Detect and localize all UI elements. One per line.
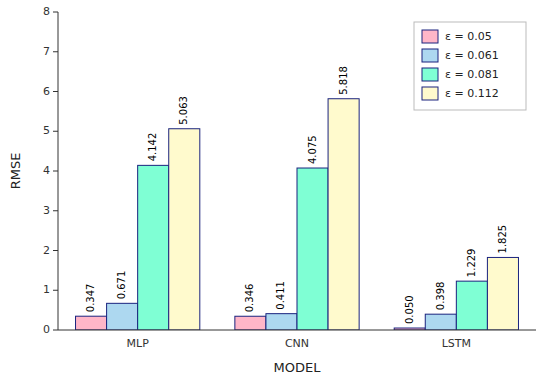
x-tick-label: CNN [285,337,309,350]
data-label: 4.075 [307,135,318,164]
legend-label: ε = 0.112 [445,87,499,100]
x-axis-title: MODEL [274,360,322,375]
data-label: 1.825 [497,225,508,254]
y-axis: 0 1 2 3 4 5 6 7 8 [43,5,58,336]
legend: ε = 0.05 ε = 0.061 ε = 0.081 ε = 0.112 [414,22,526,110]
y-tick-label: 5 [43,124,50,137]
data-label: 0.398 [435,282,446,311]
data-label: 5.063 [178,96,189,125]
x-tick-label: MLP [127,337,150,350]
y-tick-label: 8 [43,5,50,18]
y-tick-label: 6 [43,85,50,98]
bar [266,314,297,330]
legend-label: ε = 0.05 [445,30,492,43]
y-tick-label: 4 [43,164,50,177]
y-tick [53,51,58,52]
legend-label: ε = 0.061 [445,49,499,62]
data-label: 1.229 [466,249,477,278]
bar [138,165,169,330]
legend-swatch [422,30,438,43]
y-axis-line [58,12,59,330]
x-axis-line [58,330,536,331]
bar [297,168,328,330]
data-label: 0.347 [85,284,96,313]
data-label: 0.050 [404,295,415,324]
bar [107,303,138,330]
chart: 0 1 2 3 4 5 6 7 8 0.347 0.346 0.050 0.671 0.411 0.398 4… [0,0,548,382]
y-tick-label: 1 [43,283,50,296]
y-tick [53,91,58,92]
x-tick-label: LSTM [442,337,471,350]
legend-label: ε = 0.081 [445,68,499,81]
legend-swatch [422,68,438,81]
bar [328,99,359,330]
data-label: 4.142 [147,133,158,162]
bar [487,257,518,330]
y-tick [53,12,58,13]
y-tick-label: 7 [43,45,50,58]
y-tick [53,131,58,132]
bar [76,316,107,330]
bars [76,99,519,330]
data-label: 0.411 [275,281,286,310]
y-tick [53,330,58,331]
y-tick [53,290,58,291]
y-tick-label: 0 [43,323,50,336]
bar [425,314,456,330]
data-label: 0.671 [116,271,127,300]
bar [169,129,200,330]
y-tick [53,250,58,251]
data-label: 0.346 [244,284,255,313]
y-tick-label: 2 [43,244,50,257]
bar [235,316,266,330]
bar [456,281,487,330]
y-tick [53,210,58,211]
y-tick [53,171,58,172]
legend-swatch [422,49,438,62]
y-axis-title: RMSE [8,153,23,190]
legend-swatch [422,87,438,100]
data-label: 5.818 [338,66,349,95]
legend-box [414,22,526,110]
y-tick-label: 3 [43,204,50,217]
